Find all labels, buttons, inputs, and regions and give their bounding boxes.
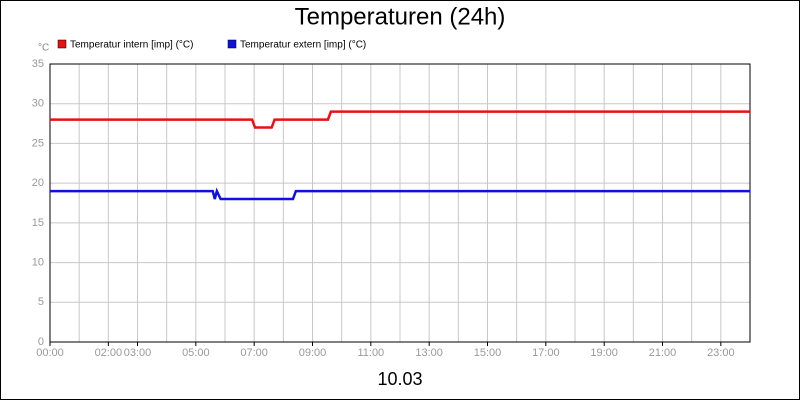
- chart-title: Temperaturen (24h): [295, 3, 506, 30]
- x-tick-label: 00:00: [36, 347, 64, 359]
- plot-border: [49, 63, 751, 343]
- y-tick-label: 10: [32, 256, 44, 268]
- x-tick-label: 21:00: [649, 347, 677, 359]
- legend-swatch: [57, 39, 67, 49]
- x-tick-label: 19:00: [590, 347, 618, 359]
- y-unit: °C: [38, 43, 49, 54]
- legend-label: Temperatur extern [imp] (°C): [240, 40, 366, 51]
- x-tick-label: 02:00: [95, 347, 123, 359]
- x-label: 10.03: [377, 369, 422, 389]
- series-line: [50, 110, 750, 129]
- x-tick-label: 07:00: [240, 347, 268, 359]
- x-tick-label: 15:00: [474, 347, 502, 359]
- x-tick-label: 09:00: [299, 347, 327, 359]
- y-tick-label: 5: [38, 296, 44, 308]
- y-tick-label: 0: [38, 336, 44, 348]
- x-tick-label: 13:00: [415, 347, 443, 359]
- legend-swatch: [227, 39, 237, 49]
- x-tick-label: 17:00: [532, 347, 560, 359]
- y-tick-label: 35: [32, 58, 44, 70]
- x-tick-label: 11:00: [357, 347, 384, 359]
- x-tick-label: 05:00: [182, 347, 210, 359]
- y-tick-label: 30: [32, 98, 44, 110]
- y-tick-label: 15: [32, 217, 44, 229]
- x-tick-label: 23:00: [707, 347, 735, 359]
- series-line: [50, 187, 750, 201]
- x-tick-label: 03:00: [124, 347, 152, 359]
- y-tick-label: 25: [32, 137, 44, 149]
- y-tick-label: 20: [32, 177, 44, 189]
- legend-label: Temperatur intern [imp] (°C): [70, 40, 193, 51]
